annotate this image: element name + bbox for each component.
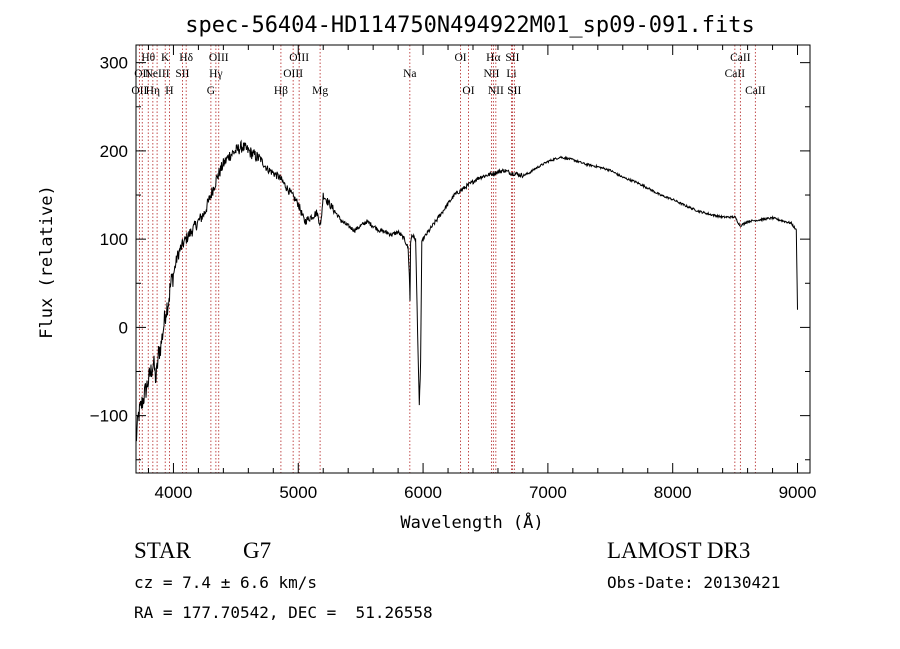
observation-date: Obs-Date: 20130421	[607, 573, 781, 592]
y-tick-label-1: 0	[119, 318, 128, 337]
x-axis: 4000 5000 6000 7000 8000 9000	[147, 45, 817, 502]
marker-label-27: CaII	[745, 85, 766, 97]
survey-name: LAMOST DR3	[607, 538, 751, 563]
marker-label-24: SII	[507, 85, 521, 97]
marker-label-6: H	[165, 85, 173, 97]
marker-label-26: CaII	[730, 52, 751, 64]
marker-label-5: K	[161, 52, 170, 64]
marker-label-14: OIII	[289, 52, 309, 64]
marker-label-25: CaII	[725, 68, 746, 80]
spectrum-line-group	[135, 139, 798, 442]
marker-label-1: OII	[134, 68, 150, 80]
object-subclass: G7	[243, 538, 272, 563]
marker-label-15: Mg	[312, 85, 328, 97]
x-axis-label: Wavelength (Å)	[400, 511, 543, 533]
marker-label-7: SII	[175, 68, 189, 80]
x-tick-label-1: 5000	[279, 483, 317, 502]
y-tick-label-2: 100	[100, 230, 128, 249]
marker-label-11: OIII	[209, 52, 229, 64]
marker-label-8: Hδ	[179, 52, 193, 64]
marker-label-10: Hγ	[209, 68, 222, 80]
marker-label-2: Hθ	[141, 52, 155, 64]
marker-label-19: NII	[483, 68, 499, 80]
marker-label-3: Hη	[146, 85, 160, 97]
chart-title: spec-56404-HD114750N494922M01_sp09-091.f…	[185, 13, 755, 38]
ra-dec-coordinates: RA = 177.70542, DEC = 51.26558	[134, 603, 433, 622]
x-tick-label-0: 4000	[155, 483, 193, 502]
y-axis-label: Flux (relative)	[37, 185, 57, 339]
marker-label-16: Na	[403, 68, 416, 80]
y-tick-label-0: −100	[90, 407, 128, 426]
marker-label-18: OI	[462, 85, 474, 97]
redshift-cz: cz = 7.4 ± 6.6 km/s	[134, 573, 318, 592]
marker-label-4: NeIII	[145, 68, 170, 80]
marker-label-12: Hβ	[274, 85, 288, 97]
marker-label-20: Hα	[486, 52, 500, 64]
marker-label-17: OI	[454, 52, 466, 64]
marker-label-23: SII	[505, 52, 519, 64]
marker-label-9: G	[207, 85, 215, 97]
x-tick-label-2: 6000	[404, 483, 442, 502]
plot-frame	[135, 44, 811, 474]
x-tick-label-5: 9000	[779, 483, 817, 502]
object-class: STAR	[134, 538, 191, 563]
marker-label-0: OII	[131, 85, 147, 97]
marker-label-13: OIII	[283, 68, 303, 80]
line-markers: OIIOIIHθHηNeIIIKHSIIHδGHγOIIIHβOIIIOIIIM…	[131, 45, 766, 473]
spectrum-line	[135, 139, 798, 442]
marker-label-22: Li	[506, 68, 516, 80]
y-axis: −100 0 100 200 300	[90, 54, 810, 461]
x-tick-label-3: 7000	[529, 483, 567, 502]
y-tick-label-3: 200	[100, 142, 128, 161]
x-tick-label-4: 8000	[654, 483, 692, 502]
y-tick-label-4: 300	[100, 54, 128, 73]
marker-label-21: NII	[488, 85, 504, 97]
